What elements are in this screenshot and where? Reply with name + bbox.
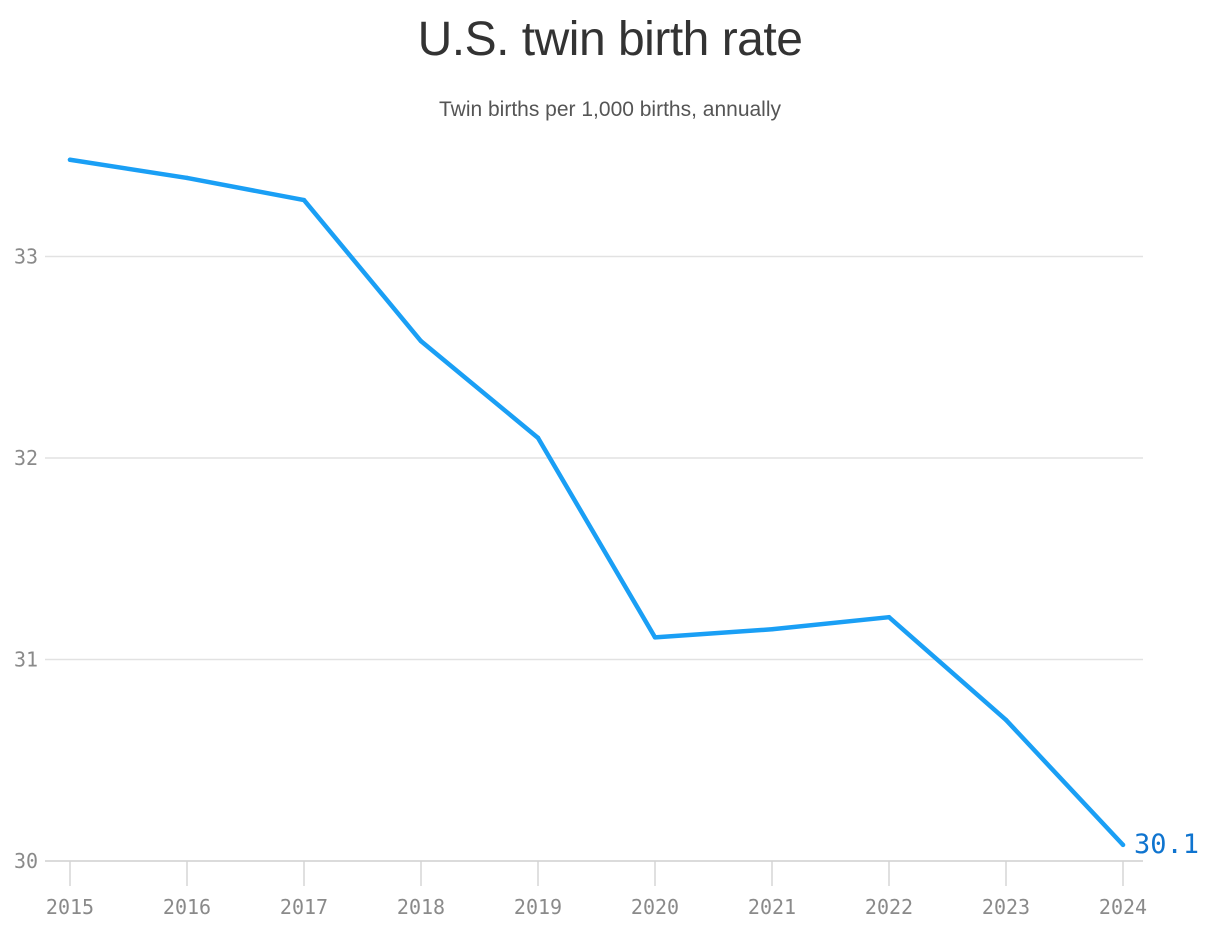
x-tick-label: 2019	[514, 895, 562, 919]
data-labels: 30.1	[1134, 829, 1199, 860]
series-line	[67, 157, 1126, 848]
x-tick-label: 2023	[982, 895, 1030, 919]
data-point	[886, 614, 892, 620]
data-point	[1003, 717, 1009, 723]
x-axis: 2015 2016 2017 2018 2019 2020 2021 2022 2023 2024	[46, 861, 1147, 919]
series-group	[67, 157, 1126, 848]
end-value-label: 30.1	[1134, 829, 1199, 860]
x-tick-label: 2016	[163, 895, 211, 919]
data-point	[769, 627, 775, 632]
x-tick-label: 2024	[1099, 895, 1147, 919]
data-point	[67, 157, 73, 162]
chart-title: U.S. twin birth rate	[417, 13, 803, 66]
x-tick-label: 2022	[865, 895, 913, 919]
gridlines	[45, 255, 1143, 862]
data-point	[418, 338, 424, 344]
x-tick-label: 2018	[397, 895, 445, 919]
y-axis-ticks: 30 31 32 33	[14, 245, 38, 874]
y-tick-label: 31	[14, 648, 38, 672]
x-tick-label: 2017	[280, 895, 328, 919]
data-point	[535, 435, 541, 441]
data-point	[652, 635, 658, 640]
y-tick-label: 33	[14, 245, 38, 269]
data-point	[184, 175, 190, 181]
data-point	[301, 197, 307, 203]
data-point	[1120, 842, 1126, 848]
y-tick-label: 30	[14, 849, 38, 873]
chart-subtitle: Twin births per 1,000 births, annually	[438, 98, 782, 121]
x-tick-label: 2015	[46, 895, 94, 919]
x-tick-label: 2021	[748, 895, 796, 919]
x-tick-label: 2020	[631, 895, 679, 919]
y-tick-label: 32	[14, 446, 38, 470]
